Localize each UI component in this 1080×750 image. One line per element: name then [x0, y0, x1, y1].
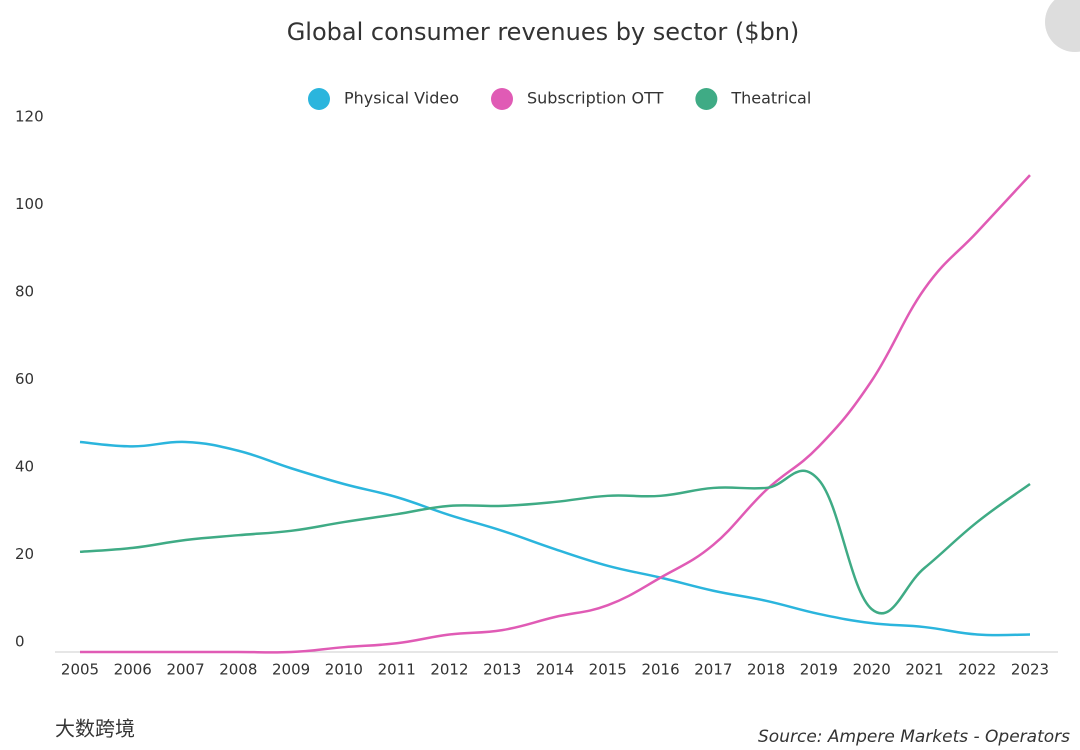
x-tick-label: 2016: [641, 661, 679, 679]
legend-label: Subscription OTT: [527, 89, 664, 108]
x-tick-label: 2021: [905, 661, 943, 679]
watermark: 大数跨境: [55, 717, 135, 741]
x-tick-label: 2017: [694, 661, 732, 679]
x-tick-label: 2005: [61, 661, 99, 679]
x-tick-label: 2009: [272, 661, 310, 679]
legend-swatch: [491, 88, 513, 110]
source: Source: Ampere Markets - Operators: [758, 727, 1070, 747]
y-tick-label: 120: [15, 108, 44, 126]
chart-title: Global consumer revenues by sector ($bn): [287, 18, 800, 46]
x-tick-label: 2020: [853, 661, 891, 679]
x-tick-label: 2014: [536, 661, 574, 679]
x-tick-label: 2022: [958, 661, 996, 679]
y-tick-label: 20: [15, 545, 34, 563]
x-tick-label: 2019: [800, 661, 838, 679]
series-line: [79, 469, 1031, 615]
x-tick-label: 2007: [166, 661, 204, 679]
x-tick-label: 2015: [589, 661, 627, 679]
x-tick-label: 2008: [219, 661, 257, 679]
y-tick-label: 80: [15, 283, 34, 301]
y-tick-label: 0: [15, 633, 25, 651]
legend-label: Theatrical: [730, 89, 811, 108]
x-tick-label: 2013: [483, 661, 521, 679]
x-tick-label: 2018: [747, 661, 785, 679]
x-tick-label: 2012: [430, 661, 468, 679]
x-tick-label: 2010: [325, 661, 363, 679]
series-line: [80, 174, 1031, 654]
x-tick-label: 2006: [114, 661, 152, 679]
y-tick-label: 40: [15, 458, 34, 476]
legend-swatch: [695, 88, 718, 110]
legend-swatch: [308, 88, 330, 110]
menu-button[interactable]: [1045, 0, 1080, 52]
x-tick-label: 2011: [378, 661, 416, 679]
legend-label: Physical Video: [344, 89, 459, 108]
x-tick-label: 2023: [1011, 661, 1049, 679]
y-tick-label: 60: [15, 370, 34, 388]
series-line: [79, 440, 1031, 637]
y-tick-label: 100: [15, 195, 44, 213]
